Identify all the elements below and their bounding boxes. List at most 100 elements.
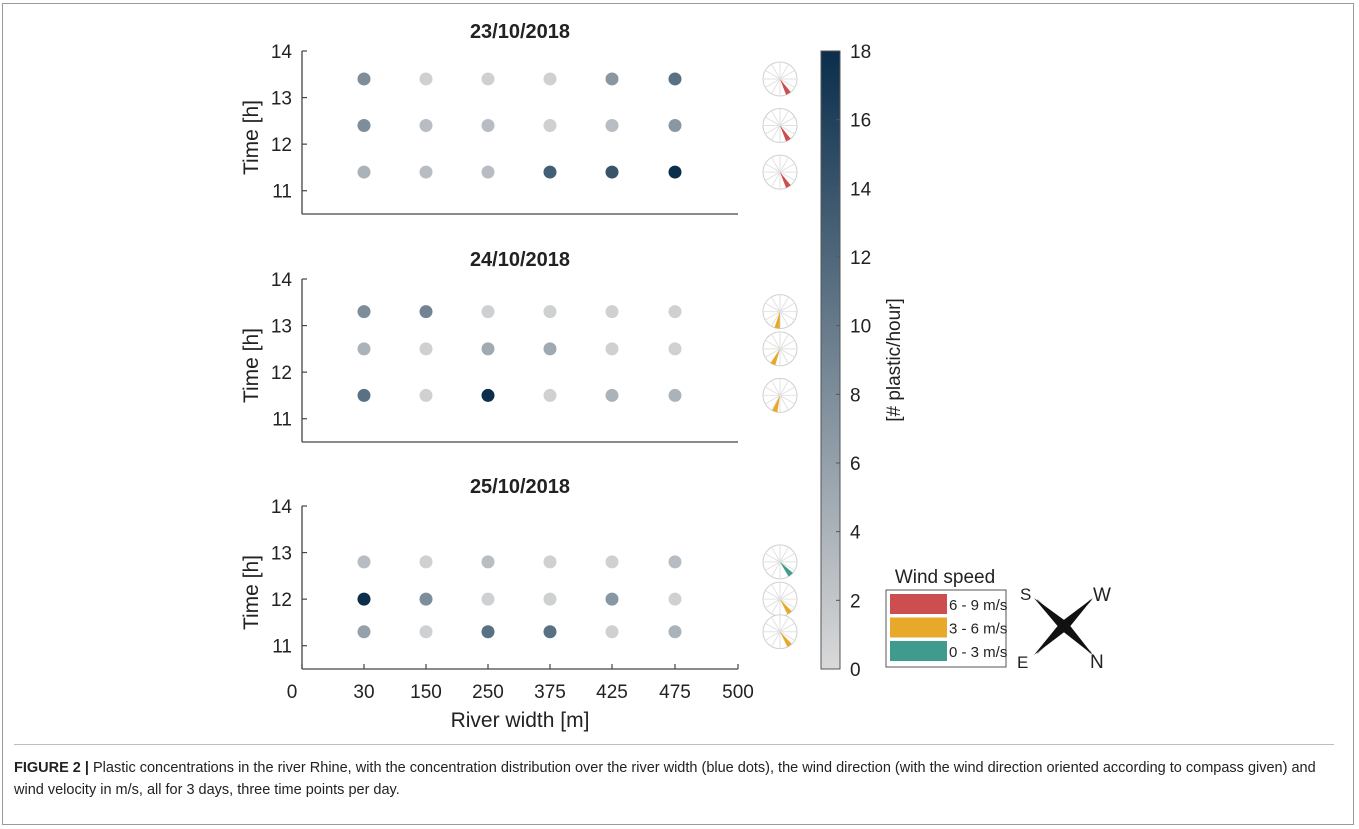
data-point [357,592,371,606]
compass-point [1060,622,1093,655]
compass: S W E N [1017,585,1111,673]
data-point [357,625,371,639]
wind-rose-spoke [765,125,781,135]
y-axis-label: Time [h] [240,328,263,403]
data-point [543,119,557,133]
caption-text: Plastic concentrations in the river Rhin… [14,760,1316,798]
colorbar-tick-label: 0 [850,660,861,681]
wind-rose-spoke [771,598,781,615]
colorbar-tick-label: 12 [850,248,871,269]
colorbar-tick-label: 10 [850,317,871,338]
data-point [419,342,433,356]
wind-rose [762,61,798,97]
wind-rose-spoke [765,339,781,350]
wind-rose-spoke [779,386,795,396]
wind-direction-wedge [780,599,792,615]
data-point [605,625,619,639]
legend-label: 0 - 3 m/s [949,644,1007,661]
wind-rose-spoke [779,296,789,312]
legend-swatch [890,594,947,614]
colorbar-tick-label: 2 [850,591,861,612]
data-point [481,388,495,402]
wind-rose-spoke [779,552,795,563]
wind-rose-spoke [779,110,789,126]
wind-rose-spoke [765,302,781,313]
y-tick-label: 13 [271,544,292,565]
data-point [481,165,495,179]
compass-point [1060,598,1093,630]
legend-label: 3 - 6 m/s [949,621,1007,638]
wind-rose-spoke [779,311,795,321]
panel-2: 24/10/2018 11 12 13 14 Time [h] [240,249,798,443]
wind-speed-legend: Wind speed 6 - 9 m/s 3 - 6 m/s 0 - 3 m/s [885,567,1007,668]
wind-rose-spoke [771,311,781,327]
data-point [543,625,557,639]
wind-rose-spoke [771,78,781,94]
wind-rose-spoke [779,622,795,633]
wind-rose-spoke [779,584,789,600]
wind-rose-spoke [771,296,781,312]
wind-direction-wedge [780,172,791,188]
y-axis-label: Time [h] [240,555,263,630]
wind-direction-wedge [780,561,793,577]
wind-rose-spoke [779,157,789,173]
wind-rose-spoke [765,163,781,173]
colorbar-tick-label: 8 [850,385,861,406]
wind-rose-spoke [765,70,781,80]
y-tick-label: 12 [271,363,292,384]
wind-rose-spoke [779,598,795,609]
wind-rose-spoke [779,339,795,350]
wind-rose-spoke [779,163,795,173]
y-tick-label: 13 [271,89,292,110]
data-point [481,342,495,356]
data-point [605,119,619,133]
data-point [357,388,371,402]
compass-point [1034,598,1068,630]
wind-rose-spoke [779,78,795,88]
panel-title: 23/10/2018 [470,21,570,43]
wind-rose-spoke [765,311,781,321]
wind-rose-spoke [779,561,789,577]
wind-rose-spoke [779,116,795,126]
wind-rose-spoke [771,380,781,396]
wind-rose-spoke [779,333,789,350]
data-point [605,165,619,179]
panel-1: 23/10/2018 11 12 13 14 Time [h] [240,21,798,215]
legend-swatch [890,641,947,661]
wind-rose-spoke [779,348,795,358]
wind-direction-wedge [780,125,791,142]
data-point [668,72,682,86]
data-point [605,342,619,356]
wind-rose-spoke [779,561,795,571]
wind-rose [762,331,798,367]
wind-rose-spoke [765,171,781,182]
y-tick-label: 12 [271,590,292,611]
compass-point [1034,622,1068,655]
wind-rose-spoke [779,546,789,563]
data-point [668,165,682,179]
colorbar-tick-label: 6 [850,454,861,475]
y-tick-label: 11 [272,182,292,203]
data-point [605,592,619,606]
wind-rose-spoke [771,616,781,632]
data-point [668,388,682,402]
data-point [357,72,371,86]
legend-label: 6 - 9 m/s [949,597,1007,614]
compass-label-w: W [1093,585,1111,606]
legend-swatch [890,617,947,638]
wind-rose-spoke [779,395,789,411]
data-point [357,165,371,179]
compass-label-n: N [1090,652,1104,673]
wind-rose-spoke [765,561,781,571]
wind-rose-spoke [771,171,781,188]
data-point [357,119,371,133]
data-point [419,625,433,639]
wind-rose-spoke [779,125,795,135]
data-point [543,555,557,569]
data-point [419,119,433,133]
wind-direction-wedge [770,348,780,366]
colorbar-tick-label: 4 [850,523,861,544]
data-point [481,555,495,569]
y-tick-label: 11 [272,410,292,431]
